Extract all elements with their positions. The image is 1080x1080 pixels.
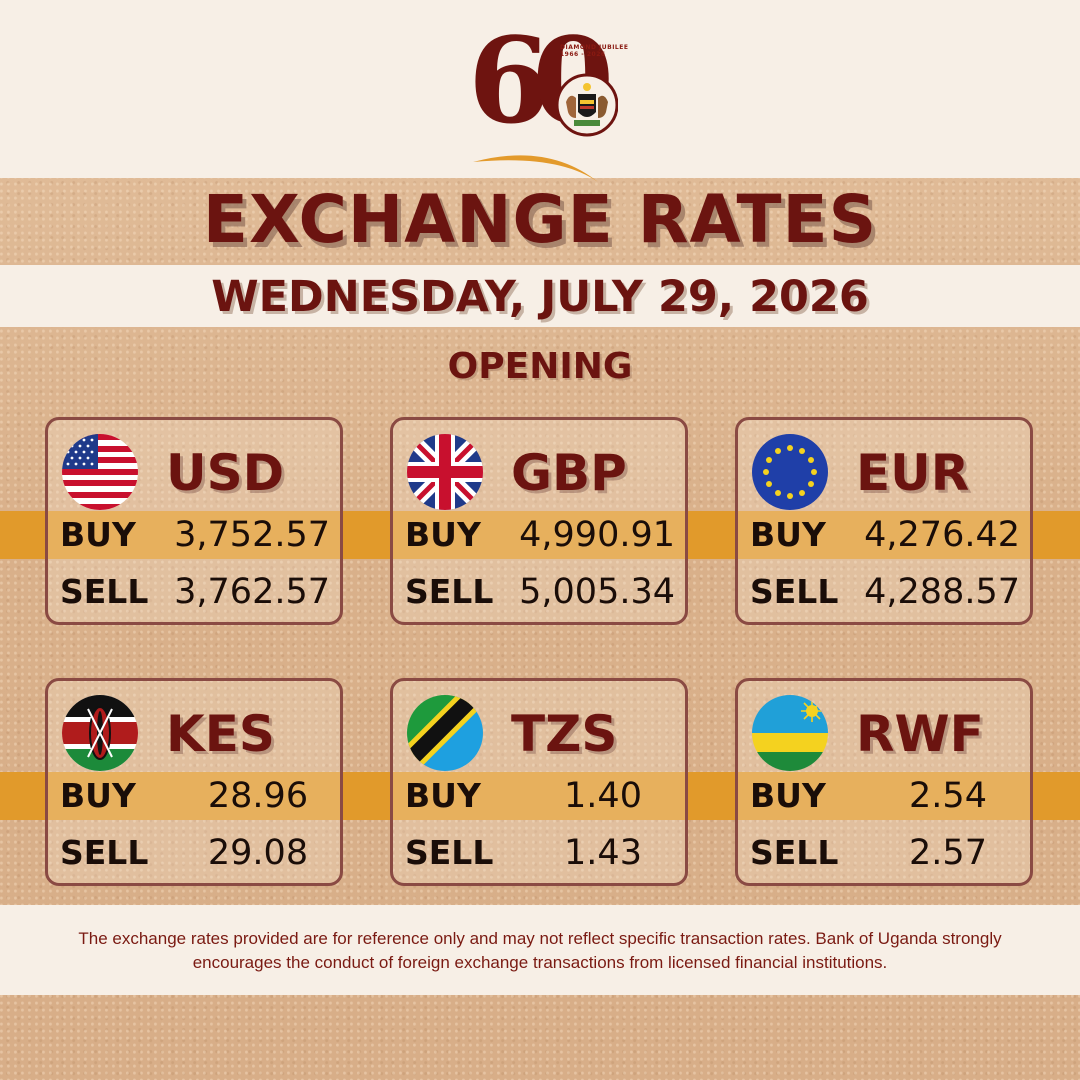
uk-flag-icon <box>407 434 483 510</box>
currency-code: USD <box>166 444 285 502</box>
currency-card-rwf: RWF BUY 2.54 SELL 2.57 <box>735 678 1033 886</box>
sell-label: SELL <box>60 833 149 872</box>
currency-code: RWF <box>856 705 984 763</box>
sell-label: SELL <box>750 572 839 611</box>
buy-rate: 4,990.91 <box>519 515 675 555</box>
rate-date: WEDNESDAY, JULY 29, 2026 <box>211 272 869 322</box>
currency-card-usd: USD BUY 3,752.57 SELL 3,762.57 <box>45 417 343 625</box>
buy-rate: 4,276.42 <box>864 515 1020 555</box>
currency-card-tzs: TZS BUY 1.40 SELL 1.43 <box>390 678 688 886</box>
buy-rate: 28.96 <box>207 776 309 816</box>
footer-band <box>0 905 1080 995</box>
us-flag-icon <box>62 434 138 510</box>
currency-card-gbp: GBP BUY 4,990.91 SELL 5,005.34 <box>390 417 688 625</box>
sell-rate: 5,005.34 <box>519 572 675 612</box>
currency-code: TZS <box>511 705 618 763</box>
buy-rate: 1.40 <box>564 776 642 816</box>
header-band <box>0 0 1080 178</box>
highlight-stripe-top <box>0 511 1080 559</box>
currency-code: EUR <box>856 444 970 502</box>
currency-card-kes: KES BUY 28.96 SELL 29.08 <box>45 678 343 886</box>
sell-label: SELL <box>405 833 494 872</box>
jubilee-logo: 60 DIAMOND JUBILEE 1966 - 2026 <box>468 22 638 182</box>
buy-rate: 2.54 <box>909 776 987 816</box>
sell-rate: 2.57 <box>909 833 987 873</box>
buy-label: BUY <box>60 515 136 554</box>
sell-label: SELL <box>750 833 839 872</box>
sell-rate: 1.43 <box>564 833 642 873</box>
disclaimer-text: The exchange rates provided are for refe… <box>78 929 1002 972</box>
currency-card-eur: EUR BUY 4,276.42 SELL 4,288.57 <box>735 417 1033 625</box>
kenya-flag-icon <box>62 695 138 771</box>
eu-flag-icon <box>752 434 828 510</box>
coat-of-arms-icon <box>556 73 618 137</box>
highlight-stripe-bottom <box>0 772 1080 820</box>
sell-rate: 3,762.57 <box>174 572 330 612</box>
jubilee-text: DIAMOND JUBILEE 1966 - 2026 <box>560 44 629 58</box>
tanzania-flag-icon <box>407 695 483 771</box>
currency-code: KES <box>166 705 275 763</box>
currency-code: GBP <box>511 444 627 502</box>
date-band <box>0 265 1080 327</box>
buy-rate: 3,752.57 <box>174 515 330 555</box>
buy-label: BUY <box>750 776 826 815</box>
buy-label: BUY <box>405 776 481 815</box>
buy-label: BUY <box>405 515 481 554</box>
rwanda-flag-icon <box>752 695 828 771</box>
sell-rate: 4,288.57 <box>864 572 1020 612</box>
sell-label: SELL <box>60 572 149 611</box>
logo-swoosh <box>473 155 598 182</box>
buy-label: BUY <box>60 776 136 815</box>
page-title: EXCHANGE RATES <box>202 181 878 258</box>
sell-label: SELL <box>405 572 494 611</box>
sell-rate: 29.08 <box>207 833 309 873</box>
session-label: OPENING <box>447 346 633 387</box>
buy-label: BUY <box>750 515 826 554</box>
